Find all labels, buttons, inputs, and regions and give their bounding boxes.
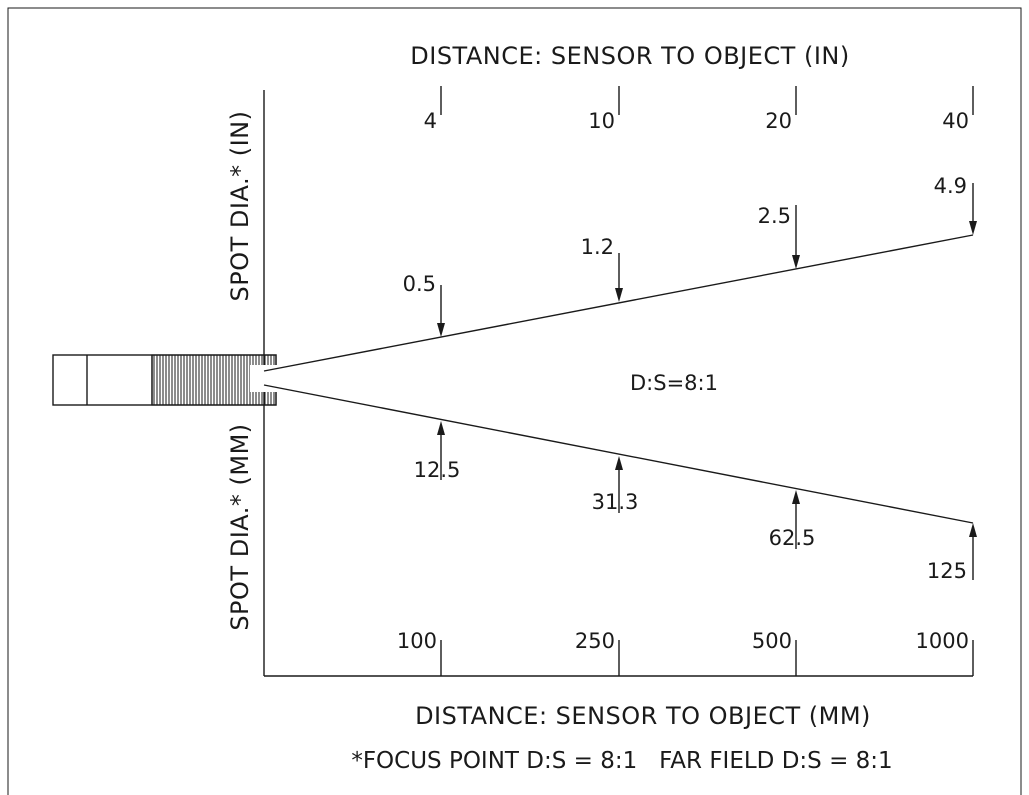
spot-in-label-3: 2.5 xyxy=(758,204,791,228)
bottom-tick-label-4: 1000 xyxy=(916,629,969,653)
top-tick-label-1: 4 xyxy=(424,109,437,133)
spot-mm-label-2: 31.3 xyxy=(592,490,639,514)
bottom-tick-label-2: 250 xyxy=(575,629,615,653)
diagram-border xyxy=(7,7,1022,795)
beam-cone xyxy=(263,234,974,524)
spot-mm-label-3: 62.5 xyxy=(769,526,816,550)
axis-frame xyxy=(263,90,973,677)
top-axis-title: DISTANCE: SENSOR TO OBJECT (IN) xyxy=(410,42,849,70)
top-ticks: 4 10 20 40 xyxy=(424,86,974,133)
spot-in-label-2: 1.2 xyxy=(581,235,614,259)
spot-mm-arrowhead-1 xyxy=(437,421,445,435)
top-tick-label-2: 10 xyxy=(588,109,615,133)
spot-in-label-4: 4.9 xyxy=(934,174,967,198)
left-upper-label: SPOT DIA.* (IN) xyxy=(226,111,254,302)
spot-in-arrowhead-3 xyxy=(792,255,800,269)
center-ratio-label: D:S=8:1 xyxy=(630,371,718,395)
bottom-axis-title: DISTANCE: SENSOR TO OBJECT (MM) xyxy=(415,702,871,730)
bottom-tick-label-3: 500 xyxy=(752,629,792,653)
bottom-ticks: 100 250 500 1000 xyxy=(397,629,974,676)
footnote: *FOCUS POINT D:S = 8:1 FAR FIELD D:S = 8… xyxy=(351,748,892,774)
spot-in-arrowhead-4 xyxy=(969,221,977,235)
spot-in-arrowhead-2 xyxy=(615,288,623,302)
spot-mm-label-1: 12.5 xyxy=(414,458,461,482)
spot-mm-arrowhead-4 xyxy=(969,523,977,537)
spot-in-label-1: 0.5 xyxy=(403,272,436,296)
beam-upper-edge xyxy=(263,234,974,372)
top-tick-label-3: 20 xyxy=(765,109,792,133)
left-lower-label: SPOT DIA.* (MM) xyxy=(226,423,254,630)
spot-mm-arrowhead-3 xyxy=(792,490,800,504)
spot-in-arrowhead-1 xyxy=(437,323,445,337)
bottom-tick-label-1: 100 xyxy=(397,629,437,653)
sensor-icon xyxy=(52,354,280,406)
spot-mm-markers: 12.5 31.3 62.5 125 xyxy=(414,421,977,583)
spot-mm-label-4: 125 xyxy=(927,559,967,583)
beam-lower-edge xyxy=(263,384,974,524)
spot-in-markers: 0.5 1.2 2.5 4.9 xyxy=(403,174,977,337)
top-tick-label-4: 40 xyxy=(942,109,969,133)
spot-mm-arrowhead-2 xyxy=(615,456,623,470)
